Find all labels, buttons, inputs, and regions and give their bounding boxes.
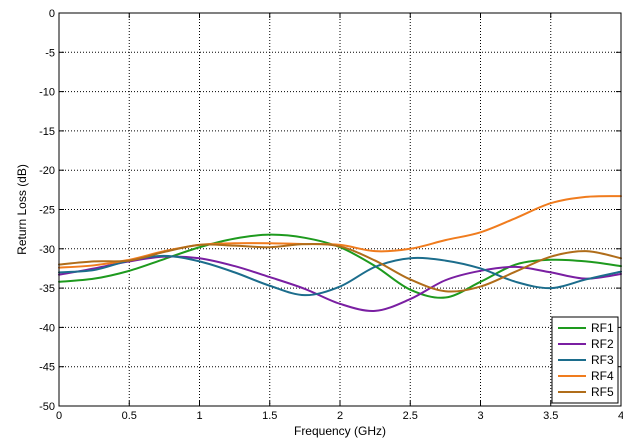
series-line-rf5 — [58, 243, 622, 293]
ticks-layer: 0 0.5 1 1.5 2 2.5 3 3.5 4 0 -5 -10 -15 -20 -25 -30 -35 -4… — [39, 8, 623, 422]
series-line-rf3 — [58, 254, 622, 297]
legend-label: RF5 — [591, 385, 614, 399]
grid-layer — [59, 13, 621, 406]
x-tick-label: 0 — [56, 410, 62, 422]
y-tick-label: -15 — [39, 126, 55, 138]
y-tick-label: -30 — [39, 244, 55, 256]
x-tick-label: 4 — [618, 410, 623, 422]
y-tick-label: -45 — [39, 362, 55, 374]
legend-label: RF4 — [591, 369, 614, 383]
x-tick-label: 1.5 — [262, 410, 277, 422]
y-tick-label: -35 — [39, 283, 55, 295]
legend-label: RF1 — [591, 321, 614, 335]
y-tick-label: -5 — [45, 47, 55, 59]
y-tick-label: 0 — [49, 8, 55, 20]
x-tick-label: 1 — [196, 410, 202, 422]
x-tick-label: 2 — [337, 410, 343, 422]
legend-label: RF3 — [591, 353, 614, 367]
series-layer — [58, 195, 622, 312]
legend: RF1 RF2 RF3 RF4 RF5 — [551, 316, 619, 404]
y-tick-label: -50 — [39, 401, 55, 413]
legend-label: RF2 — [591, 337, 614, 351]
y-tick-label: -10 — [39, 87, 55, 99]
x-tick-label: 3 — [477, 410, 483, 422]
x-tick-label: 2.5 — [403, 410, 418, 422]
y-axis-label: Return Loss (dB) — [15, 164, 29, 255]
x-axis-label: Frequency (GHz) — [294, 424, 386, 438]
x-tick-label: 3.5 — [543, 410, 558, 422]
y-tick-label: -25 — [39, 205, 55, 217]
x-tick-label: 0.5 — [122, 410, 137, 422]
y-tick-label: -40 — [39, 322, 55, 334]
y-tick-label: -20 — [39, 165, 55, 177]
